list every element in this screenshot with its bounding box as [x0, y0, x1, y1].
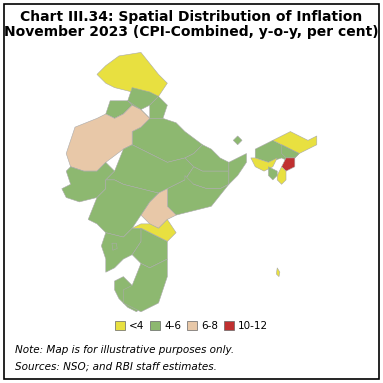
Polygon shape: [62, 162, 115, 202]
Polygon shape: [132, 118, 203, 162]
Polygon shape: [273, 131, 317, 154]
Polygon shape: [106, 101, 132, 118]
Polygon shape: [185, 145, 229, 171]
Polygon shape: [115, 277, 141, 312]
Polygon shape: [255, 140, 299, 162]
Polygon shape: [268, 167, 277, 180]
Polygon shape: [123, 259, 167, 312]
Polygon shape: [282, 145, 299, 158]
Text: November 2023 (CPI-Combined, y-o-y, per cent): November 2023 (CPI-Combined, y-o-y, per …: [4, 25, 379, 39]
Polygon shape: [101, 228, 141, 272]
Polygon shape: [132, 228, 167, 268]
Polygon shape: [132, 219, 176, 241]
Polygon shape: [251, 158, 277, 171]
Legend: <4, 4-6, 6-8, 10-12: <4, 4-6, 6-8, 10-12: [111, 317, 272, 336]
Polygon shape: [141, 189, 176, 228]
Polygon shape: [229, 154, 246, 184]
Polygon shape: [277, 268, 280, 277]
Polygon shape: [97, 52, 167, 97]
Polygon shape: [282, 158, 295, 171]
Polygon shape: [66, 105, 150, 171]
Polygon shape: [233, 136, 242, 145]
Polygon shape: [106, 145, 194, 193]
Polygon shape: [139, 127, 145, 133]
Polygon shape: [277, 167, 286, 184]
Polygon shape: [185, 167, 229, 189]
Text: Sources: NSO; and RBI staff estimates.: Sources: NSO; and RBI staff estimates.: [15, 362, 217, 372]
Polygon shape: [128, 88, 159, 110]
Polygon shape: [110, 101, 150, 131]
Polygon shape: [88, 180, 159, 237]
Polygon shape: [112, 243, 117, 250]
Polygon shape: [167, 175, 229, 215]
Text: Note: Map is for illustrative purposes only.: Note: Map is for illustrative purposes o…: [15, 345, 234, 355]
Polygon shape: [150, 97, 167, 118]
Text: Chart III.34: Spatial Distribution of Inflation: Chart III.34: Spatial Distribution of In…: [20, 10, 363, 24]
